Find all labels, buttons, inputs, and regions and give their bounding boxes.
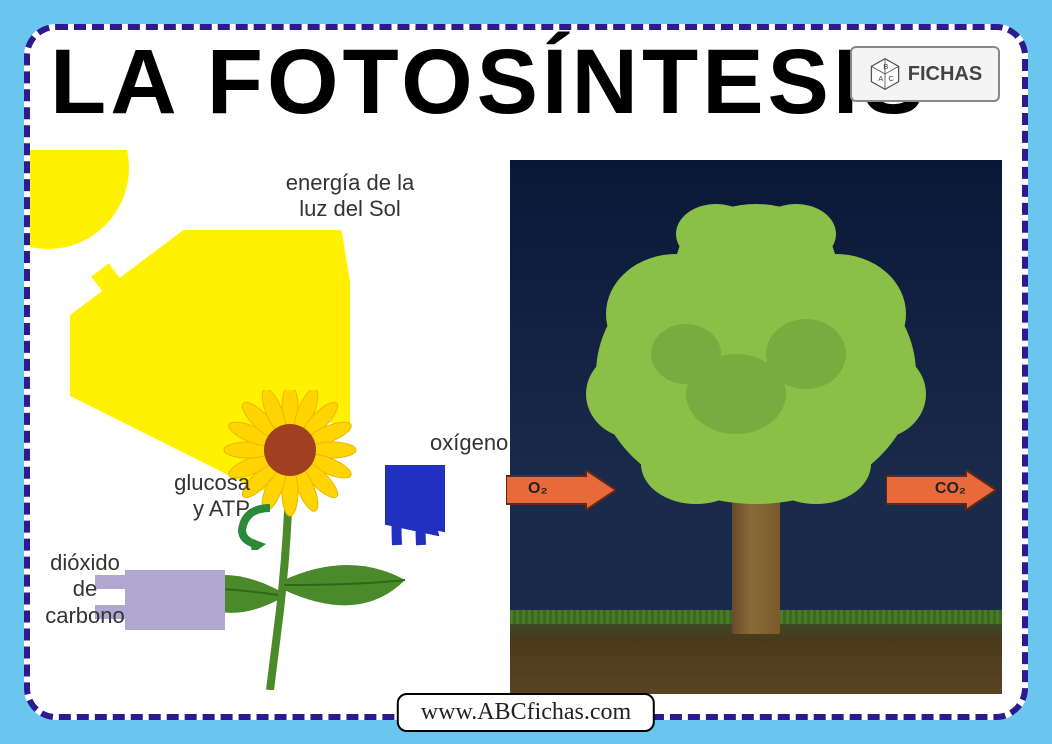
night-respiration-panel: O₂ CO₂ bbox=[510, 160, 1012, 704]
diagram-content: energía de la luz del Sol bbox=[40, 160, 1012, 704]
url-badge: www.ABCfichas.com bbox=[397, 693, 655, 732]
svg-text:C: C bbox=[888, 74, 894, 83]
svg-text:A: A bbox=[878, 74, 884, 83]
co2-label: dióxido de carbono bbox=[40, 550, 130, 629]
worksheet-frame: LA FOTOSÍNTESIS A C B FICHAS bbox=[24, 24, 1028, 720]
night-sky: O₂ CO₂ bbox=[510, 160, 1002, 694]
sun-energy-label: energía de la luz del Sol bbox=[250, 170, 450, 223]
ground bbox=[510, 624, 1002, 694]
oxygen-label: oxígeno bbox=[430, 430, 508, 456]
tree-canopy bbox=[576, 194, 936, 514]
tree bbox=[576, 194, 936, 634]
o2-arrow-label: O₂ bbox=[528, 480, 548, 498]
o2-arrow-in bbox=[506, 470, 616, 510]
cube-icon: A C B bbox=[868, 57, 902, 91]
page-title: LA FOTOSÍNTESIS bbox=[50, 30, 928, 135]
co2-arrow-label: CO₂ bbox=[935, 480, 966, 498]
glucose-label: glucosa y ATP bbox=[150, 470, 250, 523]
sunflower-plant bbox=[160, 390, 420, 690]
oxygen-arrows bbox=[385, 465, 445, 555]
day-photosynthesis-panel: energía de la luz del Sol bbox=[40, 160, 510, 704]
svg-text:B: B bbox=[883, 62, 888, 71]
logo-text: FICHAS bbox=[908, 63, 982, 86]
brand-logo: A C B FICHAS bbox=[850, 46, 1000, 102]
